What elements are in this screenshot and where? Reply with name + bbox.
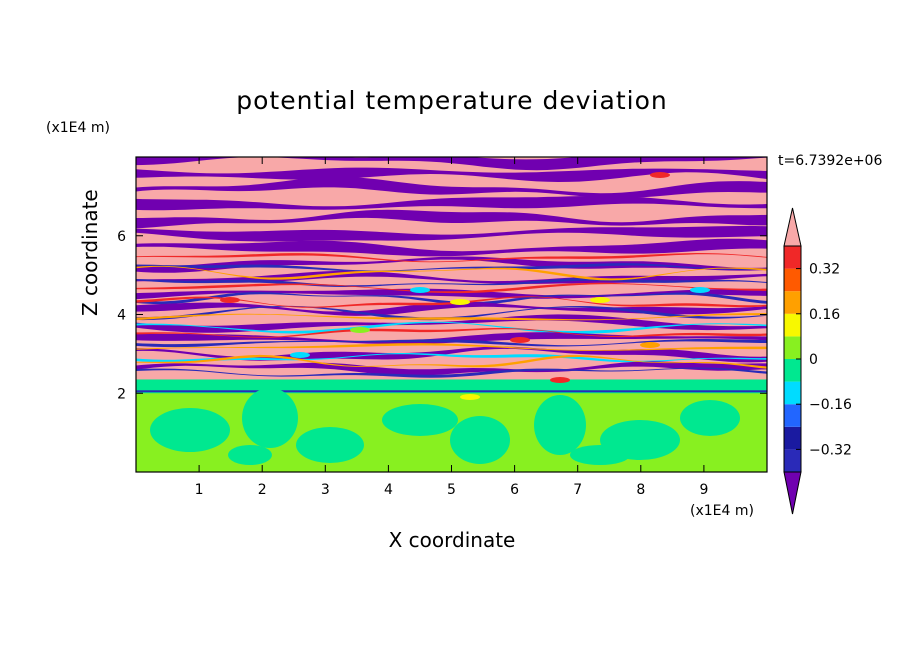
x-tick-label: 3 [321, 482, 330, 498]
colorbar-extend-high [783, 207, 802, 247]
x-axis-label: X coordinate [0, 528, 904, 552]
contour-feature [290, 352, 310, 358]
contour-feature [350, 327, 370, 333]
chart-title: potential temperature deviation [236, 86, 668, 115]
inversion-line [136, 390, 767, 393]
contour-feature [690, 287, 710, 293]
contour-band [136, 253, 767, 263]
contour-band [136, 195, 767, 211]
colorbar-tick-label: 0.32 [809, 262, 840, 278]
contour-band [136, 238, 767, 257]
z-axis-unit: (x1E4 m) [46, 120, 110, 136]
lower-eddy [450, 416, 510, 464]
x-tick-label: 2 [258, 482, 267, 498]
contour-band [136, 321, 767, 334]
contour-band [136, 305, 767, 321]
colorbar-segment [784, 246, 801, 269]
y-axis: 2 4 6 [117, 229, 767, 402]
contour-band [136, 176, 767, 198]
colorbar-segment [784, 291, 801, 314]
contour-band [136, 361, 767, 376]
contour-band [136, 353, 767, 363]
lower-eddy [570, 445, 630, 465]
contour-field [136, 157, 767, 472]
contour-feature [220, 297, 240, 303]
x-axis-label-text: X coordinate [388, 528, 516, 552]
colorbar-segment [784, 449, 801, 472]
contour-feature [460, 394, 480, 400]
lower-eddy [382, 404, 458, 436]
x-tick-label: 6 [510, 482, 519, 498]
contour-band [136, 167, 767, 182]
contour-band [136, 354, 767, 369]
lower-eddy [296, 427, 364, 463]
contour-band [136, 157, 767, 171]
lower-eddy [534, 395, 586, 455]
colorbar-tick-label: −0.32 [809, 442, 852, 458]
colorbar-segment [784, 313, 801, 337]
contour-band [136, 225, 767, 242]
x-tick-label: 1 [195, 482, 204, 498]
y-tick-label: 2 [117, 386, 126, 402]
x-axis-unit: (x1E4 m) [690, 503, 754, 519]
contour-band [136, 301, 767, 316]
contour-band [136, 343, 767, 351]
lower-eddy [242, 388, 298, 448]
contour-feature [550, 377, 570, 383]
contour-band [136, 209, 767, 229]
colorbar-extend-low [783, 471, 802, 515]
time-label: t=6.7392e+06 [778, 153, 883, 169]
x-tick-label: 7 [573, 482, 582, 498]
contour-band [136, 332, 767, 345]
colorbar: 0.32 0.16 0 −0.16 −0.32 [783, 207, 852, 515]
colorbar-segment [784, 336, 801, 359]
contour-band [136, 263, 767, 272]
contour-feature [640, 342, 660, 348]
contour-band [136, 313, 767, 321]
lower-eddy [680, 400, 740, 436]
x-tick-label: 5 [447, 482, 456, 498]
colorbar-tick-label: 0 [809, 352, 818, 368]
colorbar-segment [784, 404, 801, 427]
contour-feature [650, 172, 670, 178]
contour-band [136, 256, 767, 273]
contour-feature [510, 337, 530, 343]
contour-feature [590, 297, 610, 303]
contour-band [136, 339, 767, 348]
y-tick-label: 6 [117, 229, 126, 245]
contour-feature [410, 287, 430, 293]
inversion-band [136, 379, 767, 394]
lower-eddy [228, 445, 272, 465]
x-tick-label: 8 [636, 482, 645, 498]
contour-band [136, 296, 767, 308]
x-tick-label: 4 [384, 482, 393, 498]
contour-band [136, 288, 767, 300]
x-tick-label: 9 [699, 482, 708, 498]
contour-band [136, 367, 767, 378]
plot-area [136, 157, 767, 472]
colorbar-segment [784, 381, 801, 405]
colorbar-segment [784, 426, 801, 450]
contour-band [136, 314, 767, 333]
colorbar-segment [784, 359, 801, 382]
contour-band [136, 265, 767, 281]
y-tick-label: 4 [117, 308, 126, 324]
colorbar-tick-label: −0.16 [809, 397, 852, 413]
x-axis: 1 2 3 4 5 6 7 8 9 [195, 157, 708, 498]
contour-feature [450, 299, 470, 305]
colorbar-tick-label: 0.16 [809, 307, 840, 323]
contour-band [136, 328, 767, 338]
lower-eddy [150, 408, 230, 452]
colorbar-segment [784, 268, 801, 292]
